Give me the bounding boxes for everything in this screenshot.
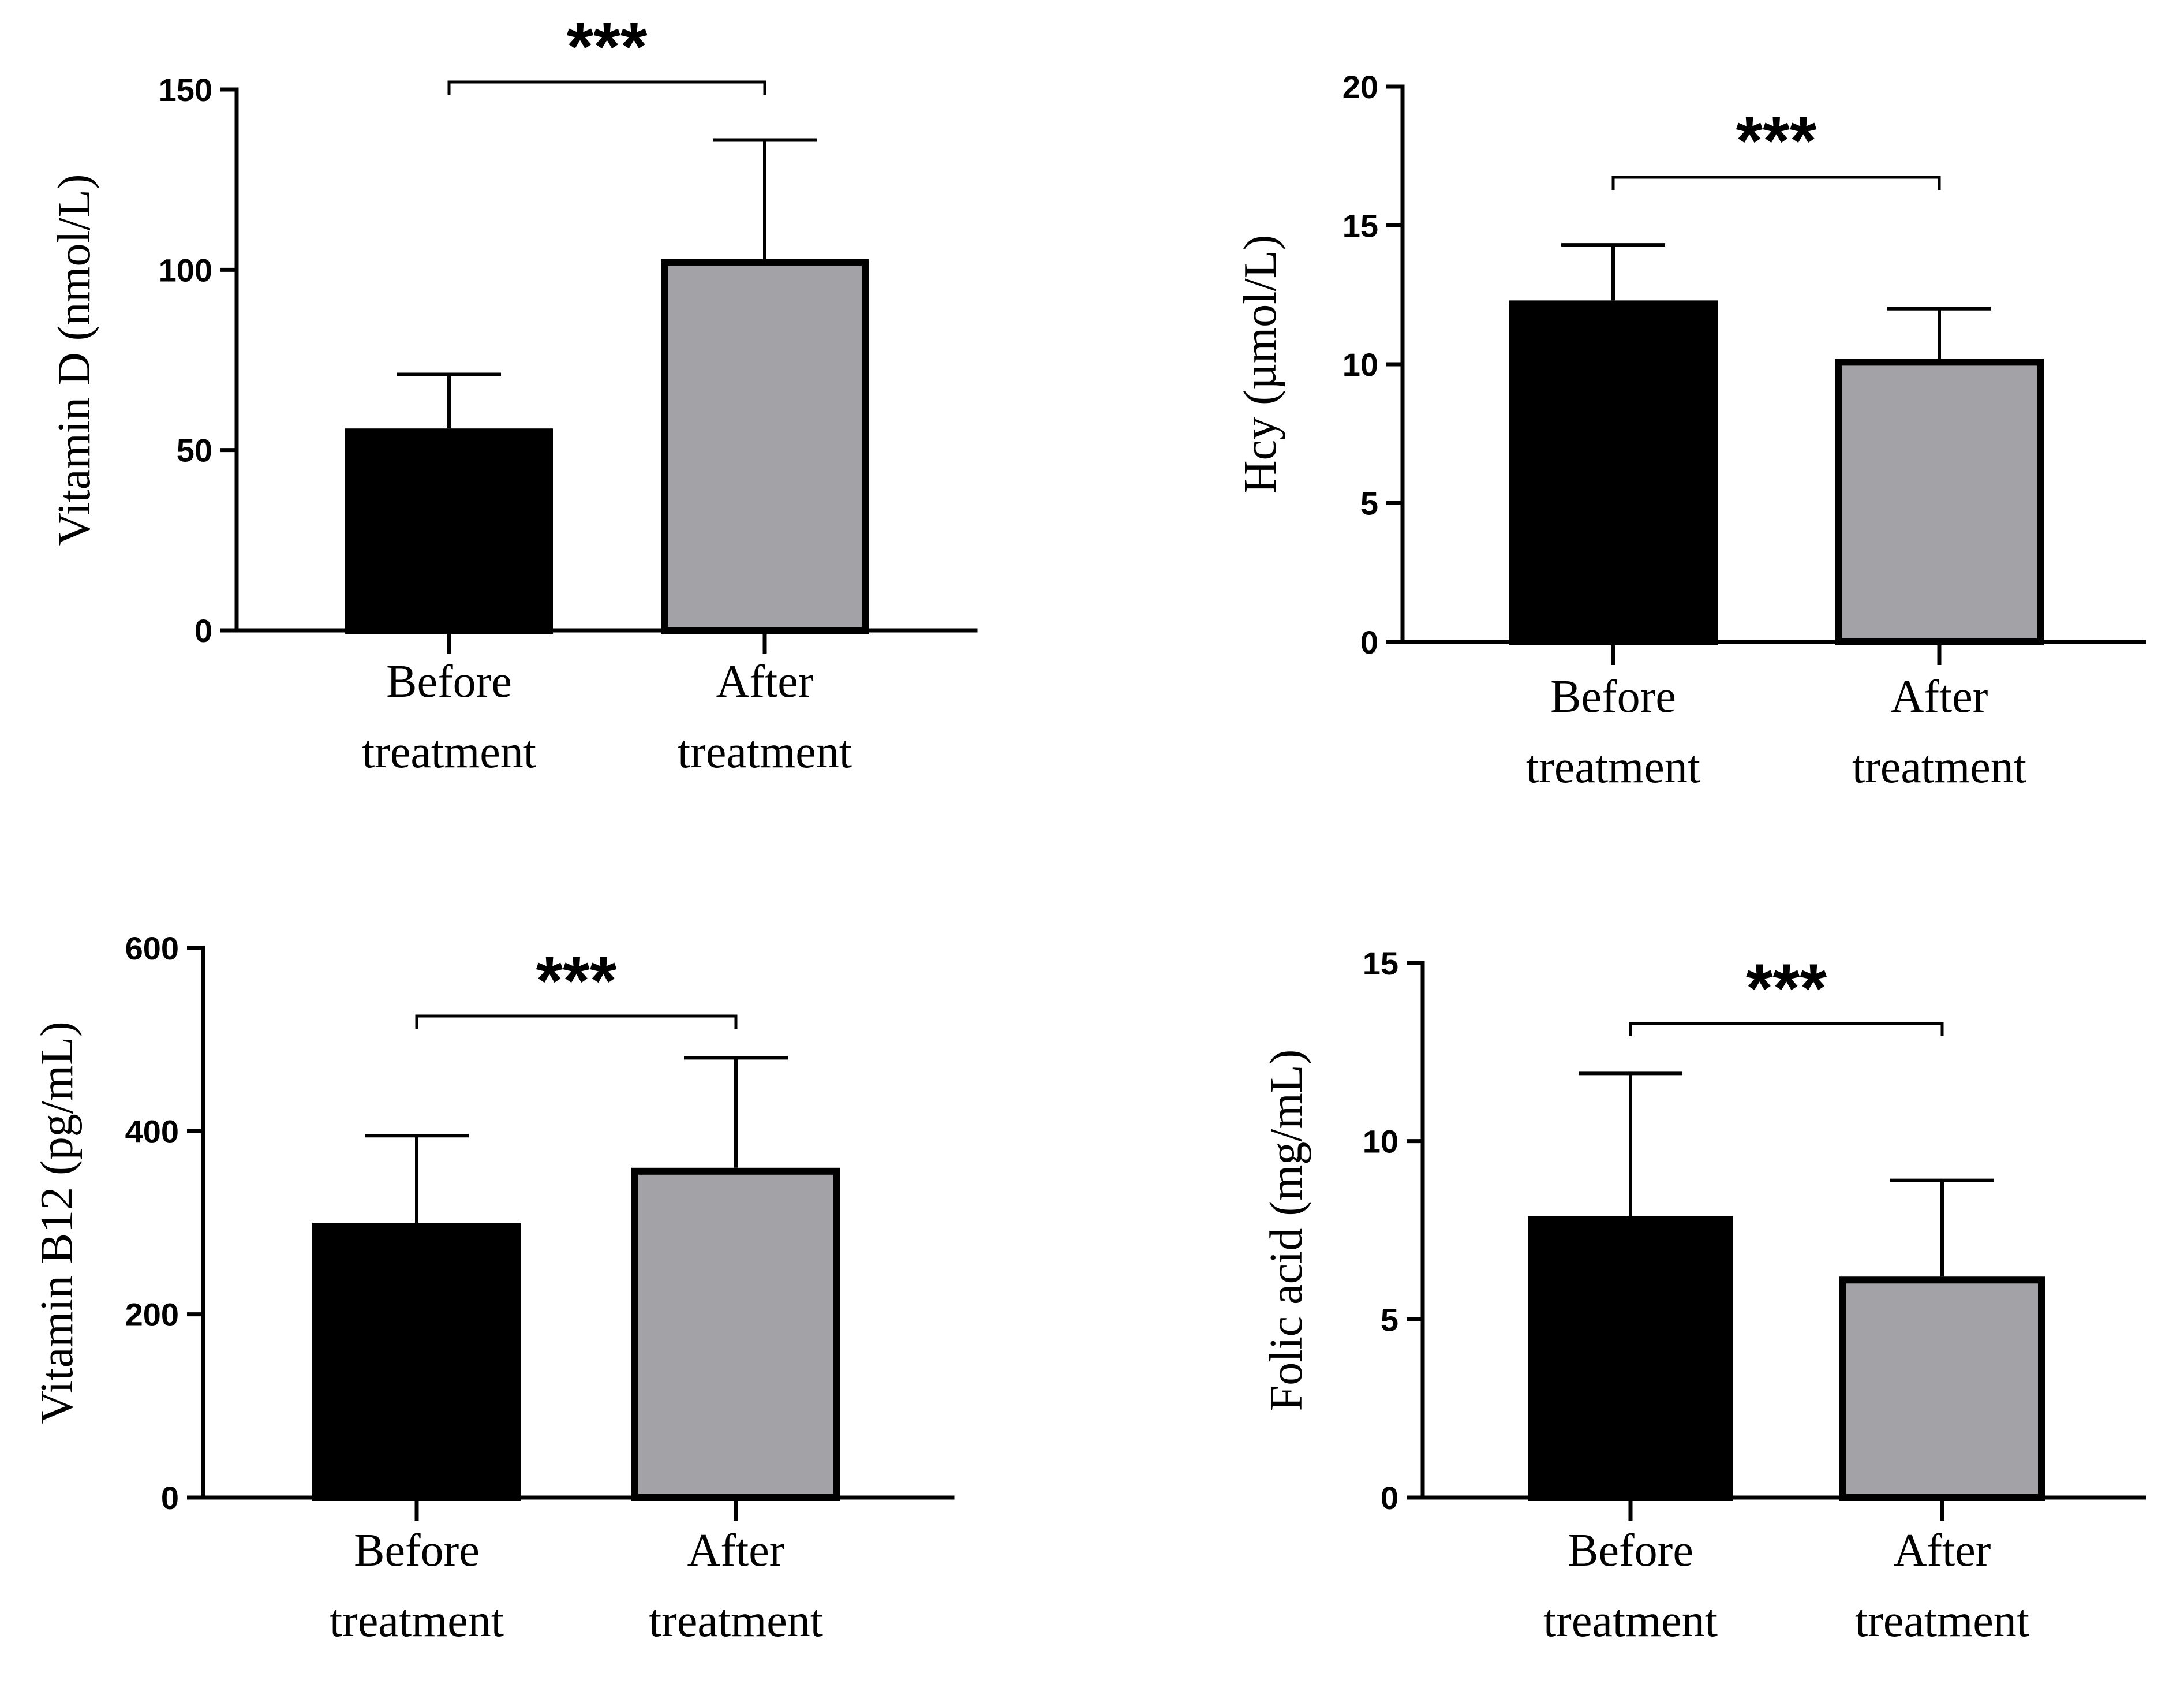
y-tick-label: 15 [1363, 945, 1398, 981]
y-axis-label: Hcy (µmol/L) [1235, 235, 1286, 494]
y-tick-label: 150 [159, 72, 212, 108]
bar-before [1528, 1216, 1733, 1501]
chart-panel-4: 0 5 10 15 Before treatment After treatment Folic… [1261, 945, 2146, 1646]
y-axis-label: Vitamin B12 (pg/mL) [32, 1021, 83, 1424]
y-tick-label: 0 [161, 1480, 179, 1516]
y-tick-label: 10 [1342, 346, 1378, 383]
bar-before [312, 1223, 521, 1501]
significance-label: *** [536, 942, 616, 1020]
y-tick-label: 10 [1363, 1123, 1398, 1160]
y-tick-label: 200 [125, 1297, 179, 1333]
significance-bracket [1611, 176, 1941, 190]
bar-after [1839, 1276, 2045, 1502]
significance-label: *** [566, 8, 647, 85]
y-tick-label: 15 [1342, 208, 1378, 244]
bar-after [631, 1167, 840, 1502]
y-tick-label: 0 [1360, 624, 1378, 660]
bar-before [1509, 300, 1718, 645]
significance-bracket [447, 80, 766, 95]
bar-after [661, 259, 869, 634]
x-tick-label-after: After treatment [649, 1525, 823, 1646]
y-tick-label: 400 [125, 1113, 179, 1149]
chart-panel-1: 0 50 100 150 Before treatment After treatment Vi… [49, 8, 978, 778]
x-tick-label-before: Before treatment [362, 656, 536, 778]
y-axis-label: Folic acid (mg/mL) [1261, 1050, 1312, 1412]
y-tick-label: 0 [1381, 1480, 1398, 1516]
bar-after [1835, 359, 2044, 645]
chart-panel-3: 0 200 400 600 Before treatment After treatment V… [32, 930, 955, 1646]
x-tick-label-before: Before treatment [1543, 1525, 1718, 1646]
x-tick-label-before: Before treatment [330, 1525, 504, 1646]
significance-bracket [415, 1014, 738, 1029]
y-tick-label: 5 [1360, 486, 1378, 522]
chart-panel-2: 0 5 10 15 20 Before treatment After treatment Hcy… [1235, 69, 2146, 793]
significance-bracket [1629, 1022, 1944, 1036]
y-tick-label: 600 [125, 930, 179, 966]
x-tick-label-after: After treatment [1852, 671, 2026, 793]
significance-label: *** [1736, 102, 1816, 180]
x-tick-label-before: Before treatment [1526, 671, 1700, 793]
y-tick-label: 5 [1381, 1301, 1398, 1338]
x-tick-label-after: After treatment [678, 656, 852, 778]
significance-label: *** [1746, 950, 1827, 1027]
x-tick-label-after: After treatment [1855, 1525, 2029, 1646]
bar-before [345, 428, 553, 634]
y-tick-label: 0 [195, 613, 212, 649]
y-axis-label: Vitamin D (nmol/L) [49, 174, 100, 546]
y-tick-label: 50 [177, 432, 212, 469]
y-tick-label: 20 [1342, 69, 1378, 105]
y-tick-label: 100 [159, 252, 212, 288]
